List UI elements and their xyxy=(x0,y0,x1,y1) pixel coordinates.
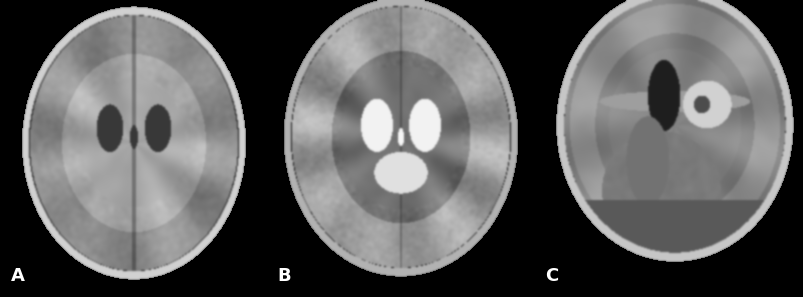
Text: A: A xyxy=(10,267,25,285)
Text: B: B xyxy=(277,267,291,285)
Text: C: C xyxy=(544,267,557,285)
